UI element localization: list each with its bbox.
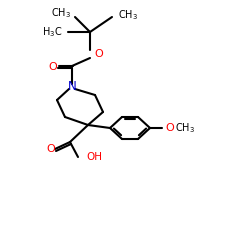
Text: N: N [68,80,76,92]
Text: CH$_3$: CH$_3$ [175,121,195,135]
Text: O: O [48,62,58,72]
Text: O: O [94,49,103,59]
Text: CH$_3$: CH$_3$ [51,6,71,20]
Text: CH$_3$: CH$_3$ [118,8,138,22]
Text: O: O [165,123,174,133]
Text: H$_3$C: H$_3$C [42,25,62,39]
Text: OH: OH [86,152,102,162]
Text: O: O [46,144,56,154]
